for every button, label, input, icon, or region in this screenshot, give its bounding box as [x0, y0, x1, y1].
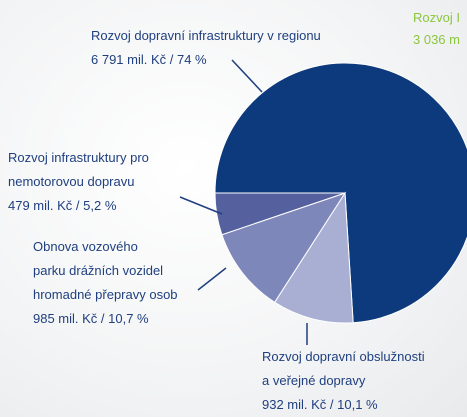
slice-label: Rozvoj infrastruktury pro nemotorovou do…: [8, 146, 208, 218]
value-label: 6 791 mil. Kč / 74 %: [91, 52, 207, 67]
pie-slice: [273, 191, 354, 324]
value-label: 479 mil. Kč / 5,2 %: [8, 198, 117, 213]
category-label: Rozvoj dopravní infrastruktury v regionu: [91, 28, 321, 43]
leader-line: [231, 59, 263, 93]
category-label: Rozvoj infrastruktury pro nemotorovou do…: [8, 150, 149, 189]
leader-line: [197, 267, 227, 291]
slice-label: Rozvoj dopravní infrastruktury v regionu…: [91, 24, 391, 72]
category-label: Obnova vozového parku drážních vozidel h…: [33, 239, 178, 302]
value-label: 985 mil. Kč / 10,7 %: [33, 311, 149, 326]
slice-label: Rozvoj dopravní obslužnosti a veřejné do…: [262, 345, 467, 417]
pie-slice: [221, 192, 347, 304]
value-label: 932 mil. Kč / 10,1 %: [262, 397, 378, 412]
leader-line: [179, 196, 223, 215]
pie-slice: [214, 192, 346, 236]
category-label: Rozvoj dopravní obslužnosti a veřejné do…: [262, 349, 425, 388]
annotation: 3 036 m: [413, 32, 460, 47]
annotation: Rozvoj I: [413, 10, 460, 25]
slice-label: Obnova vozového parku drážních vozidel h…: [33, 235, 203, 331]
